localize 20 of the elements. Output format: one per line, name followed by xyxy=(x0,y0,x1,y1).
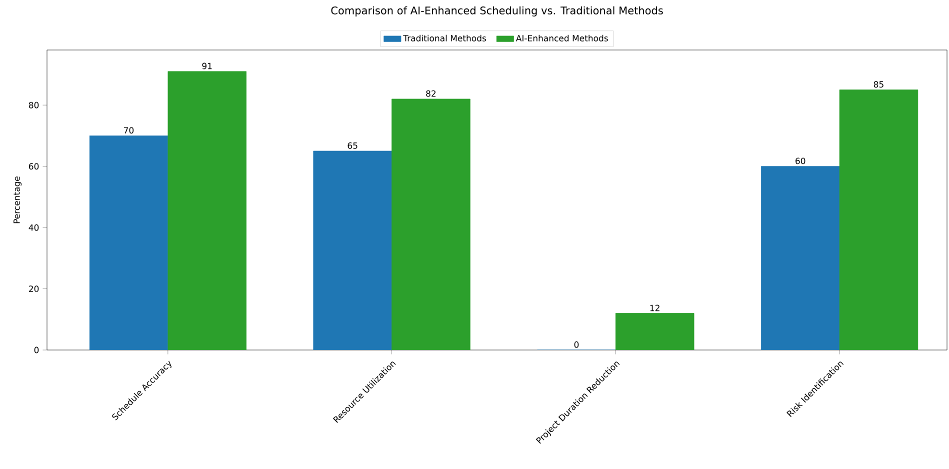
legend-label: Traditional Methods xyxy=(403,34,486,42)
data-label: 85 xyxy=(874,81,884,88)
data-label: 91 xyxy=(202,62,212,70)
bar xyxy=(760,166,840,350)
y-tick-label: 80 xyxy=(28,102,39,108)
y-tick-label: 20 xyxy=(29,286,39,292)
y-tick-label: 40 xyxy=(28,224,39,231)
data-label: 60 xyxy=(796,158,806,164)
data-label: 65 xyxy=(348,142,358,149)
data-label: 0 xyxy=(574,341,579,348)
y-axis-title: Percentage xyxy=(14,176,22,224)
chart-title: Comparison of AI-Enhanced Scheduling vs. Traditional Methods xyxy=(331,6,663,16)
bar xyxy=(313,150,392,350)
y-tick-label: 0 xyxy=(34,346,39,354)
data-label: 12 xyxy=(650,304,660,312)
bar xyxy=(89,136,168,350)
y-tick-label: 60 xyxy=(28,163,39,170)
data-label: 82 xyxy=(426,90,436,97)
data-label: 70 xyxy=(124,127,134,134)
legend-label: AI-Enhanced Methods xyxy=(516,34,608,42)
